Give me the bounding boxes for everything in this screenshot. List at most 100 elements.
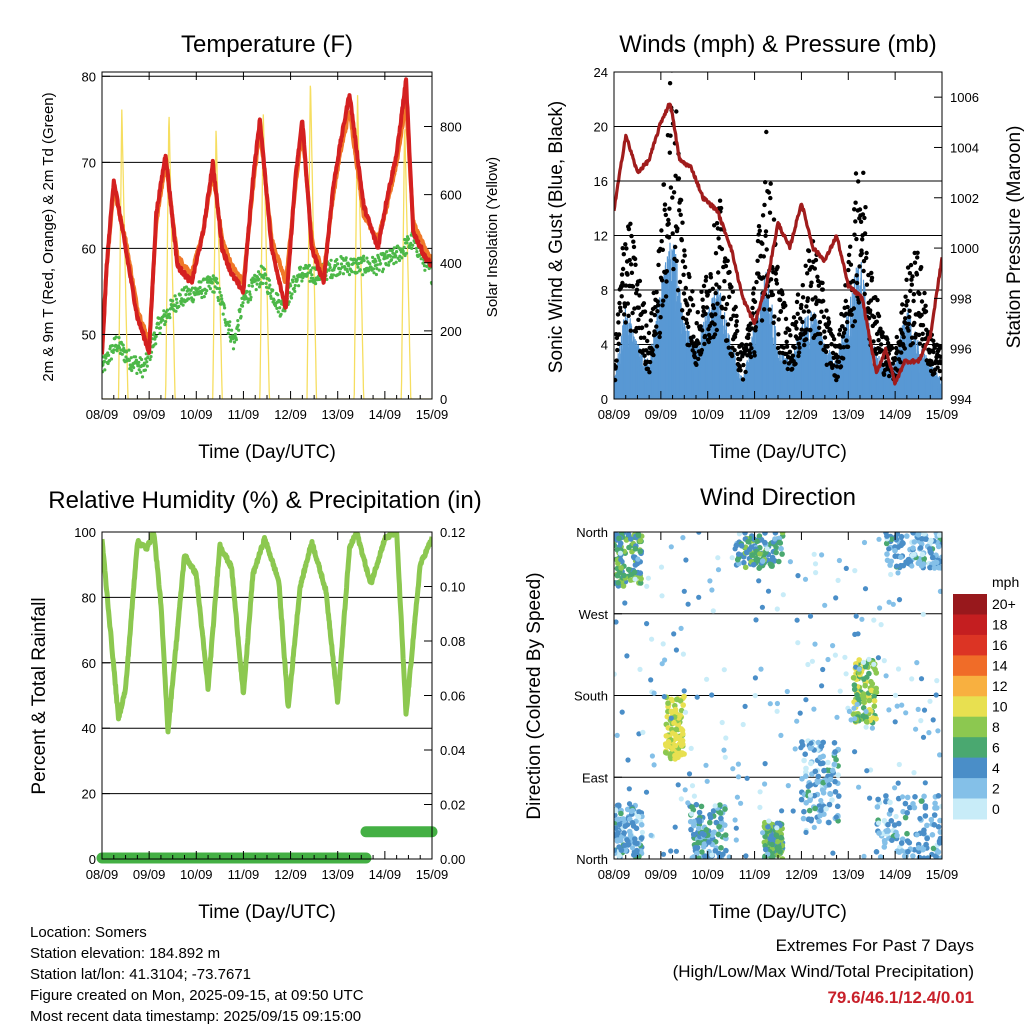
direction-point [614, 812, 618, 818]
direction-point [871, 661, 877, 667]
direction-point [932, 800, 938, 807]
direction-point [696, 594, 702, 600]
gust-point [845, 344, 851, 349]
gust-point [917, 291, 922, 296]
direction-point [819, 787, 826, 793]
gust-point [768, 181, 773, 186]
humidity-panel: 08/09 09/09 10/09 11/09 12/09 13/09 14/09 15/09… [74, 525, 465, 882]
direction-point [871, 693, 877, 700]
gust-point [734, 313, 739, 319]
x-tick-label: 11/09 [228, 407, 260, 422]
gust-point [795, 311, 800, 316]
direction-point [850, 675, 857, 681]
dewpoint-point [358, 268, 362, 272]
direction-point [811, 706, 817, 712]
gust-point [901, 334, 906, 340]
gust-point [819, 309, 824, 314]
direction-point [856, 784, 862, 790]
y2-tick-label: 1000 [950, 241, 979, 256]
gust-point [799, 327, 804, 332]
direction-point [802, 751, 808, 757]
direction-point [831, 740, 838, 746]
gust-point [728, 316, 734, 322]
direction-point [896, 597, 903, 603]
direction-point [806, 807, 813, 814]
direction-point [677, 712, 683, 719]
gust-point [708, 275, 714, 280]
direction-point [625, 566, 632, 573]
gust-point [903, 294, 908, 299]
direction-point [637, 548, 643, 555]
gust-point [614, 358, 619, 363]
dewpoint-point [268, 283, 272, 287]
direction-point [830, 850, 836, 856]
x-tick-label: 10/09 [691, 407, 724, 422]
direction-point [773, 832, 780, 838]
gust-point [851, 279, 856, 284]
direction-point [927, 698, 933, 704]
gust-point [712, 332, 718, 337]
gust-point [751, 291, 756, 296]
dewpoint-point [154, 342, 158, 346]
gust-point [757, 228, 762, 233]
direction-point [614, 671, 617, 677]
dewpoint-point [181, 303, 185, 307]
y-tick-label: 60 [82, 241, 96, 256]
gust-point [764, 247, 769, 252]
direction-point [722, 754, 728, 760]
direction-point [745, 538, 751, 545]
direction-point [812, 805, 818, 812]
gust-point [762, 307, 767, 312]
direction-point [704, 778, 710, 784]
gust-point [650, 347, 655, 353]
y2-tick-label: 1006 [950, 90, 979, 105]
direction-point [888, 558, 894, 565]
gust-point [768, 195, 773, 201]
direction-point [818, 743, 825, 750]
dewpoint-point [387, 263, 391, 267]
direction-point [851, 682, 858, 688]
x-tick-label: 09/09 [645, 407, 678, 422]
gust-point [820, 280, 825, 286]
direction-point [939, 803, 942, 809]
direction-point [881, 817, 888, 824]
gust-point [667, 150, 672, 155]
gust-point [659, 228, 664, 233]
gust-point [784, 339, 789, 344]
gust-point [729, 353, 735, 359]
direction-point [764, 546, 770, 552]
gust-point [783, 303, 788, 308]
direction-point [904, 810, 910, 816]
dewpoint-point [132, 366, 136, 370]
dewpoint-point [175, 301, 179, 305]
direction-point [685, 800, 691, 806]
gust-point [763, 233, 768, 238]
direction-point [834, 803, 841, 810]
dewpoint-point [392, 246, 396, 250]
dewpoint-point [364, 269, 368, 273]
direction-point [668, 715, 674, 721]
gust-point [835, 374, 840, 379]
gust-point [622, 312, 627, 317]
direction-point [774, 708, 780, 714]
direction-point [937, 835, 942, 842]
dewpoint-point [191, 298, 196, 302]
gust-point [740, 377, 746, 382]
direction-point [776, 558, 782, 565]
gust-point [939, 376, 942, 381]
direction-point [922, 780, 928, 786]
gust-point [869, 275, 875, 280]
direction-point [629, 845, 636, 851]
direction-point [620, 816, 626, 822]
dewpoint-point [271, 288, 275, 292]
gust-point [741, 362, 746, 368]
direction-point [625, 532, 632, 538]
y-tick-label: North [576, 852, 608, 867]
y-tick-label: 12 [594, 229, 608, 244]
gust-point [859, 251, 864, 256]
direction-point [866, 656, 872, 663]
direction-point [812, 561, 819, 567]
gust-point [813, 295, 818, 300]
dewpoint-point [204, 291, 208, 295]
direction-point [634, 560, 641, 567]
